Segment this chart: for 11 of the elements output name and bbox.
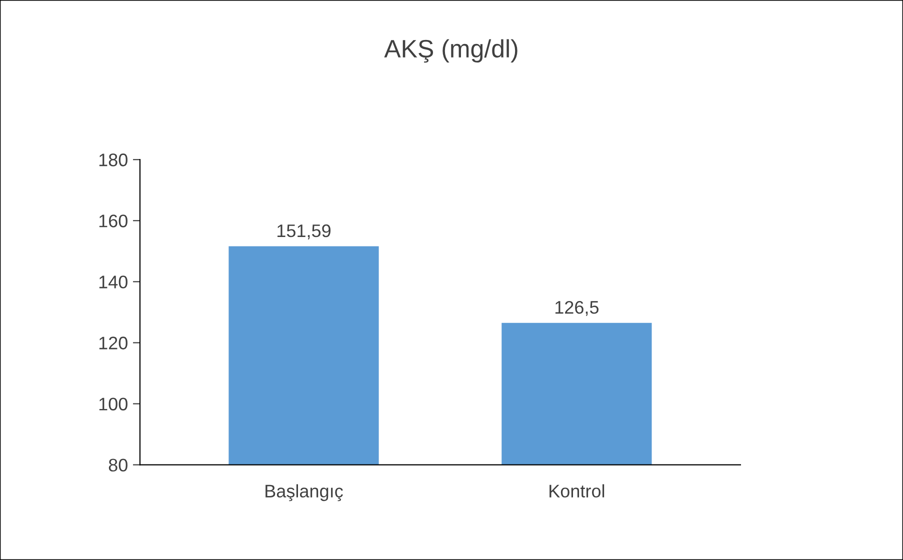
y-tick-label: 160 [99, 214, 128, 228]
data-label: 126,5 [555, 300, 599, 316]
y-tick-label: 80 [108, 458, 128, 472]
chart-title: AKŞ (mg/dl) [384, 39, 518, 63]
x-tick-label: Başlangıç [266, 484, 343, 502]
y-tick-label: 180 [99, 154, 128, 166]
y-tick-label: 120 [99, 336, 128, 350]
y-tick-label: 140 [99, 276, 128, 288]
y-tick-label: 100 [99, 398, 128, 410]
data-label: 151,59 [278, 224, 330, 240]
x-tick-label: Kontrol [550, 484, 604, 498]
